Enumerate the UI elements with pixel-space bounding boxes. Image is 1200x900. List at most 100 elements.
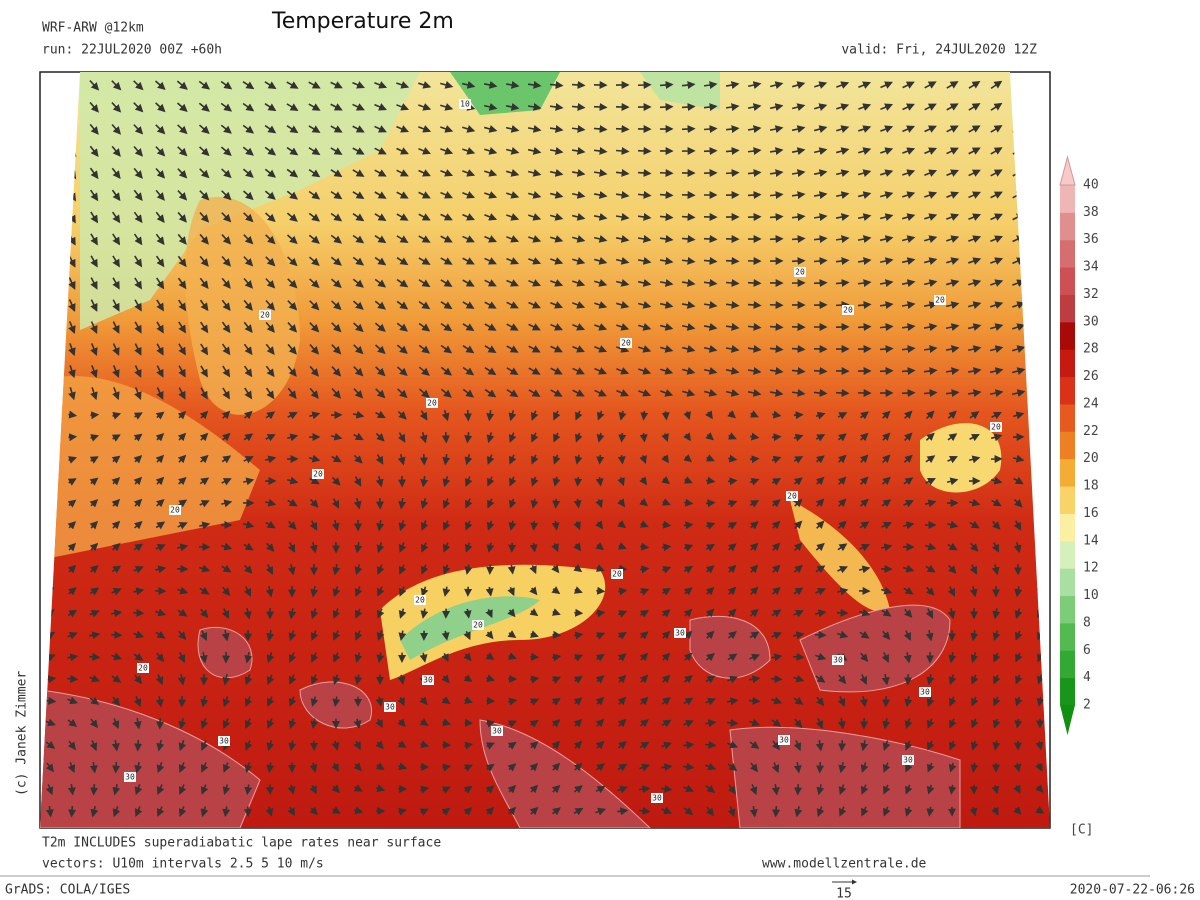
wind-vector <box>156 343 164 356</box>
wind-vector <box>835 388 850 397</box>
wind-vector <box>418 125 432 133</box>
wind-vector <box>330 81 343 89</box>
wind-vector <box>530 410 539 421</box>
wind-vector <box>594 389 607 397</box>
wind-vector <box>505 102 520 111</box>
wind-vector <box>769 213 784 222</box>
wind-vector <box>595 499 603 509</box>
wind-vector <box>659 212 674 221</box>
wind-vector <box>330 234 343 244</box>
wind-vector <box>200 387 208 400</box>
wind-vector <box>747 103 762 112</box>
wind-vector <box>793 456 804 464</box>
wind-vector <box>945 323 960 331</box>
wind-vector <box>505 147 520 155</box>
wind-vector <box>593 190 608 199</box>
wind-vector <box>836 103 850 111</box>
wind-vector <box>836 125 850 133</box>
wind-vector <box>571 124 586 133</box>
wind-vector <box>835 279 850 288</box>
wind-vector <box>133 167 143 179</box>
wind-vector <box>418 388 430 398</box>
wind-vector <box>376 542 385 554</box>
wind-vector <box>133 412 143 420</box>
wind-vector <box>881 410 891 420</box>
colorbar-band <box>1060 267 1075 295</box>
wind-vector <box>177 411 187 420</box>
wind-vector <box>177 277 187 290</box>
colorbar-tick-label: 36 <box>1083 232 1099 247</box>
wind-vector <box>814 630 827 639</box>
wind-vector <box>727 718 739 727</box>
wind-vector <box>904 432 913 441</box>
wind-vector <box>858 147 872 155</box>
wind-vector <box>199 321 209 334</box>
wind-vector <box>264 168 276 178</box>
wind-vector <box>836 147 850 155</box>
wind-vector <box>199 521 211 530</box>
wind-vector <box>287 387 297 400</box>
wind-vector <box>528 301 541 309</box>
wind-vector <box>133 433 143 442</box>
wind-vector <box>747 388 762 397</box>
wind-vector <box>330 256 342 266</box>
wind-vector <box>528 367 541 375</box>
wind-vector <box>287 343 297 355</box>
wind-vector <box>813 279 828 288</box>
wind-vector <box>660 389 674 397</box>
wind-vector <box>747 191 762 200</box>
wind-vector <box>243 190 254 201</box>
colorbar-band <box>1060 540 1075 569</box>
wind-vector <box>398 542 407 553</box>
wind-vector <box>990 147 1003 155</box>
wind-vector <box>550 345 563 353</box>
wind-vector <box>749 542 759 552</box>
wind-vector <box>901 389 916 398</box>
wind-vector <box>571 191 586 199</box>
wind-vector <box>440 147 454 155</box>
wind-vector <box>882 454 891 463</box>
wind-vector <box>880 169 894 177</box>
wind-vector <box>90 365 98 379</box>
wind-vector <box>947 433 958 442</box>
wind-vector <box>946 257 960 265</box>
wind-vector <box>858 125 872 133</box>
wind-vector <box>815 476 825 486</box>
wind-vector <box>990 257 1004 265</box>
wind-vector <box>133 145 144 157</box>
wind-vector <box>593 257 608 265</box>
wind-vector <box>374 169 387 177</box>
wind-vector <box>528 389 541 397</box>
wind-vector <box>550 389 563 397</box>
wind-vector <box>572 279 586 287</box>
wind-vector <box>242 124 255 134</box>
wind-vector <box>396 81 410 89</box>
wind-vector <box>375 410 386 419</box>
wind-vector <box>1011 389 1026 397</box>
wind-vector <box>947 542 958 551</box>
wind-vector <box>725 278 740 287</box>
wind-vector <box>772 806 781 818</box>
wind-vector <box>617 520 627 529</box>
wind-vector <box>659 168 674 177</box>
wind-vector <box>242 146 254 156</box>
wind-vector <box>67 542 77 552</box>
wind-vector <box>309 498 319 508</box>
wind-vector <box>155 124 166 135</box>
wind-vector <box>879 323 894 332</box>
wind-vector <box>857 191 872 199</box>
wind-vector <box>221 499 233 508</box>
wind-vector <box>683 521 694 530</box>
wind-vector <box>749 455 760 464</box>
colorbar-tick-label: 30 <box>1083 314 1099 329</box>
wind-vector <box>396 278 409 288</box>
wind-vector <box>133 476 143 486</box>
wind-vector <box>946 477 959 486</box>
wind-vector <box>725 125 740 134</box>
wind-vector <box>134 365 142 378</box>
wind-vector <box>220 146 232 156</box>
wind-vector <box>111 520 121 530</box>
wind-vector <box>946 279 960 287</box>
wind-vector <box>442 476 451 488</box>
